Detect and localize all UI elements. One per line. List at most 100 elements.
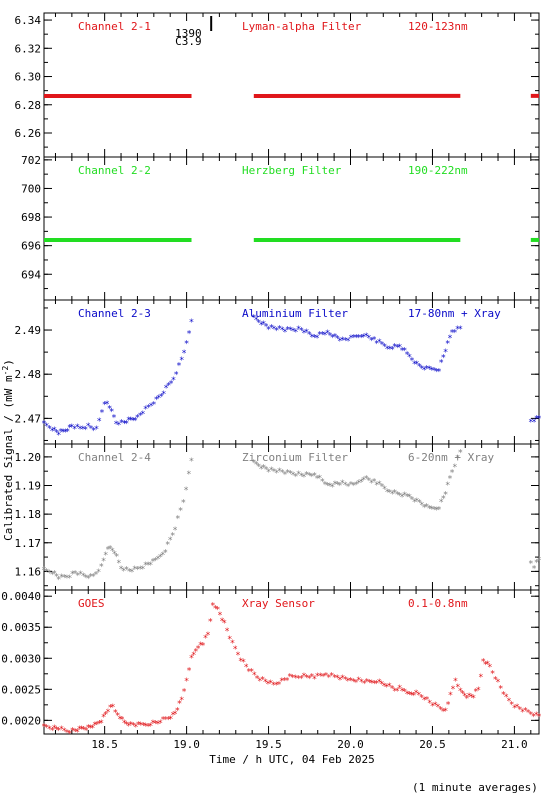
data-point: * xyxy=(273,681,278,691)
data-point: * xyxy=(160,716,165,726)
data-point: * xyxy=(458,449,463,459)
x-axis-label: Time / h UTC, 04 Feb 2025 xyxy=(209,753,375,766)
data-point: * xyxy=(330,483,335,493)
data-point: * xyxy=(424,503,429,513)
data-point: * xyxy=(252,671,257,681)
data-point: * xyxy=(47,569,52,579)
panel-label: Channel 2-2 xyxy=(78,164,151,177)
data-point: * xyxy=(86,575,91,585)
data-point: * xyxy=(317,474,322,484)
data-point: * xyxy=(146,403,151,413)
data-point: * xyxy=(110,547,115,557)
data-point: * xyxy=(181,688,186,698)
data-point: * xyxy=(103,711,108,721)
data-point: * xyxy=(366,477,371,487)
data-point: * xyxy=(397,343,402,353)
data-point: * xyxy=(320,477,325,487)
y-tick-label: 1.16 xyxy=(15,565,42,578)
data-point: * xyxy=(126,722,131,732)
data-point: * xyxy=(343,676,348,686)
data-point: * xyxy=(140,565,145,575)
data-point: * xyxy=(96,568,101,578)
panel-frame xyxy=(43,156,540,301)
data-point: * xyxy=(332,480,337,490)
data-point: * xyxy=(130,416,135,426)
data-point: * xyxy=(402,491,407,501)
data-point: * xyxy=(280,326,285,336)
data-point: * xyxy=(438,359,443,369)
data-point: * xyxy=(62,727,67,737)
data-point: * xyxy=(348,481,353,491)
data-point: * xyxy=(392,343,397,353)
data-point: * xyxy=(189,654,194,664)
data-point: * xyxy=(183,486,188,496)
data-point: * xyxy=(119,715,124,725)
data-point: * xyxy=(168,379,173,389)
data-point: * xyxy=(213,605,218,615)
data-point: * xyxy=(133,723,138,733)
data-point: * xyxy=(282,470,287,480)
data-point: * xyxy=(426,365,431,375)
data-point: * xyxy=(404,350,409,360)
data-point: * xyxy=(536,556,541,566)
data-point: * xyxy=(288,326,293,336)
data-point: * xyxy=(397,684,402,694)
data-point: * xyxy=(367,678,372,688)
data-point: * xyxy=(217,611,222,621)
data-point: * xyxy=(105,545,110,555)
data-point: * xyxy=(381,682,386,692)
data-point: * xyxy=(58,428,63,438)
data-point: * xyxy=(407,353,412,363)
data-point: * xyxy=(128,416,133,426)
data-point: * xyxy=(88,572,93,582)
data-point: * xyxy=(325,329,330,339)
data-point: * xyxy=(261,320,266,330)
data-point: * xyxy=(77,425,82,435)
data-point: * xyxy=(186,470,191,480)
data-point: * xyxy=(417,363,422,373)
data-point: * xyxy=(462,692,467,702)
data-point: * xyxy=(447,475,452,485)
data-point: * xyxy=(301,329,306,339)
data-point: * xyxy=(261,463,266,473)
data-point: * xyxy=(445,481,450,491)
panel-label: Channel 2-3 xyxy=(78,307,151,320)
data-point: * xyxy=(122,420,127,430)
data-point: * xyxy=(78,570,83,580)
data-point: * xyxy=(372,680,377,690)
data-point: * xyxy=(296,470,301,480)
data-point: * xyxy=(75,728,80,738)
data-point: * xyxy=(309,672,314,682)
data-point: * xyxy=(166,382,171,392)
data-point: * xyxy=(138,721,143,731)
y-tick-label: 6.32 xyxy=(15,42,42,55)
y-axis-label: Calibrated Signal / (mW m-2) xyxy=(1,359,15,541)
data-point: * xyxy=(254,675,259,685)
data-point: * xyxy=(327,331,332,341)
panel-frame xyxy=(43,589,540,735)
data-point: * xyxy=(317,330,322,340)
data-point: * xyxy=(75,572,80,582)
panel-label: Aluminium Filter xyxy=(242,307,348,320)
data-point: * xyxy=(222,619,227,629)
data-point: * xyxy=(177,700,182,710)
panel-label: Zirconium Filter xyxy=(242,451,348,464)
data-point: * xyxy=(80,425,85,435)
data-point: * xyxy=(56,431,61,441)
y-tick-label: 1.18 xyxy=(15,508,42,521)
data-point: * xyxy=(54,428,59,438)
data-point: * xyxy=(379,340,384,350)
data-point: * xyxy=(153,557,158,567)
data-point: * xyxy=(445,700,450,710)
data-point: * xyxy=(317,672,322,682)
data-point: * xyxy=(301,473,306,483)
data-point: * xyxy=(384,683,389,693)
data-point: * xyxy=(525,709,530,719)
data-point: * xyxy=(254,461,259,471)
data-point: * xyxy=(96,720,101,730)
data-point: * xyxy=(276,681,281,691)
data-point: * xyxy=(59,725,64,735)
data-point: * xyxy=(249,668,254,678)
panel-label: 120-123nm xyxy=(408,20,468,33)
x-axis-ticks: 18.5 19.0 19.5 20.0 20.5 21.0 xyxy=(91,738,527,751)
